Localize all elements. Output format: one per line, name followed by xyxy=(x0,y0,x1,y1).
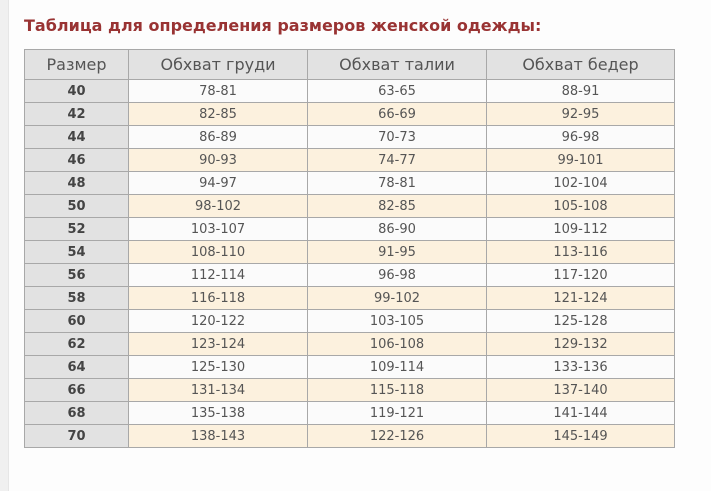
table-row: 62 123-124 106-108 129-132 xyxy=(24,332,675,356)
table-row: 70 138-143 122-126 145-149 xyxy=(24,424,675,448)
size-cell: 54 xyxy=(24,240,129,264)
size-cell: 40 xyxy=(24,79,129,103)
page-content: Таблица для определения размеров женской… xyxy=(9,0,711,491)
hips-cell: 96-98 xyxy=(486,125,675,149)
waist-cell: 78-81 xyxy=(307,171,487,195)
chest-cell: 98-102 xyxy=(128,194,308,218)
column-header-hips: Обхват бедер xyxy=(486,49,675,80)
size-cell: 58 xyxy=(24,286,129,310)
table-row: 44 86-89 70-73 96-98 xyxy=(24,125,675,149)
size-cell: 50 xyxy=(24,194,129,218)
hips-cell: 92-95 xyxy=(486,102,675,126)
chest-cell: 86-89 xyxy=(128,125,308,149)
size-cell: 48 xyxy=(24,171,129,195)
hips-cell: 102-104 xyxy=(486,171,675,195)
hips-cell: 137-140 xyxy=(486,378,675,402)
size-cell: 66 xyxy=(24,378,129,402)
chest-cell: 135-138 xyxy=(128,401,308,425)
waist-cell: 119-121 xyxy=(307,401,487,425)
table-row: 54 108-110 91-95 113-116 xyxy=(24,240,675,264)
waist-cell: 109-114 xyxy=(307,355,487,379)
chest-cell: 94-97 xyxy=(128,171,308,195)
waist-cell: 70-73 xyxy=(307,125,487,149)
table-row: 56 112-114 96-98 117-120 xyxy=(24,263,675,287)
hips-cell: 99-101 xyxy=(486,148,675,172)
waist-cell: 86-90 xyxy=(307,217,487,241)
chest-cell: 120-122 xyxy=(128,309,308,333)
table-body: 40 78-81 63-65 88-91 42 82-85 66-69 92-95 44 86-8… xyxy=(24,79,675,448)
chest-cell: 116-118 xyxy=(128,286,308,310)
table-row: 60 120-122 103-105 125-128 xyxy=(24,309,675,333)
hips-cell: 121-124 xyxy=(486,286,675,310)
size-cell: 56 xyxy=(24,263,129,287)
page-left-gutter xyxy=(0,0,9,491)
table-row: 50 98-102 82-85 105-108 xyxy=(24,194,675,218)
hips-cell: 125-128 xyxy=(486,309,675,333)
hips-cell: 141-144 xyxy=(486,401,675,425)
size-table: Размер Обхват груди Обхват талии Обхват … xyxy=(24,49,675,448)
size-cell: 52 xyxy=(24,217,129,241)
size-cell: 68 xyxy=(24,401,129,425)
chest-cell: 90-93 xyxy=(128,148,308,172)
waist-cell: 115-118 xyxy=(307,378,487,402)
hips-cell: 105-108 xyxy=(486,194,675,218)
size-cell: 64 xyxy=(24,355,129,379)
chest-cell: 131-134 xyxy=(128,378,308,402)
waist-cell: 122-126 xyxy=(307,424,487,448)
chest-cell: 108-110 xyxy=(128,240,308,264)
table-row: 48 94-97 78-81 102-104 xyxy=(24,171,675,195)
table-header: Размер Обхват груди Обхват талии Обхват … xyxy=(24,49,675,80)
size-cell: 42 xyxy=(24,102,129,126)
table-row: 68 135-138 119-121 141-144 xyxy=(24,401,675,425)
chest-cell: 123-124 xyxy=(128,332,308,356)
header-row: Размер Обхват груди Обхват талии Обхват … xyxy=(24,49,675,80)
page-title: Таблица для определения размеров женской… xyxy=(24,16,542,35)
size-cell: 62 xyxy=(24,332,129,356)
column-header-size: Размер xyxy=(24,49,129,80)
table-row: 46 90-93 74-77 99-101 xyxy=(24,148,675,172)
hips-cell: 133-136 xyxy=(486,355,675,379)
chest-cell: 112-114 xyxy=(128,263,308,287)
table-row: 58 116-118 99-102 121-124 xyxy=(24,286,675,310)
hips-cell: 145-149 xyxy=(486,424,675,448)
waist-cell: 74-77 xyxy=(307,148,487,172)
column-header-chest: Обхват груди xyxy=(128,49,308,80)
waist-cell: 96-98 xyxy=(307,263,487,287)
hips-cell: 113-116 xyxy=(486,240,675,264)
size-cell: 60 xyxy=(24,309,129,333)
chest-cell: 138-143 xyxy=(128,424,308,448)
hips-cell: 88-91 xyxy=(486,79,675,103)
waist-cell: 66-69 xyxy=(307,102,487,126)
waist-cell: 91-95 xyxy=(307,240,487,264)
waist-cell: 63-65 xyxy=(307,79,487,103)
chest-cell: 82-85 xyxy=(128,102,308,126)
waist-cell: 82-85 xyxy=(307,194,487,218)
column-header-waist: Обхват талии xyxy=(307,49,487,80)
table-row: 40 78-81 63-65 88-91 xyxy=(24,79,675,103)
hips-cell: 129-132 xyxy=(486,332,675,356)
hips-cell: 117-120 xyxy=(486,263,675,287)
table-row: 64 125-130 109-114 133-136 xyxy=(24,355,675,379)
table-row: 66 131-134 115-118 137-140 xyxy=(24,378,675,402)
size-cell: 70 xyxy=(24,424,129,448)
size-cell: 44 xyxy=(24,125,129,149)
table-row: 52 103-107 86-90 109-112 xyxy=(24,217,675,241)
waist-cell: 106-108 xyxy=(307,332,487,356)
waist-cell: 103-105 xyxy=(307,309,487,333)
table-row: 42 82-85 66-69 92-95 xyxy=(24,102,675,126)
size-cell: 46 xyxy=(24,148,129,172)
chest-cell: 125-130 xyxy=(128,355,308,379)
hips-cell: 109-112 xyxy=(486,217,675,241)
chest-cell: 103-107 xyxy=(128,217,308,241)
waist-cell: 99-102 xyxy=(307,286,487,310)
chest-cell: 78-81 xyxy=(128,79,308,103)
